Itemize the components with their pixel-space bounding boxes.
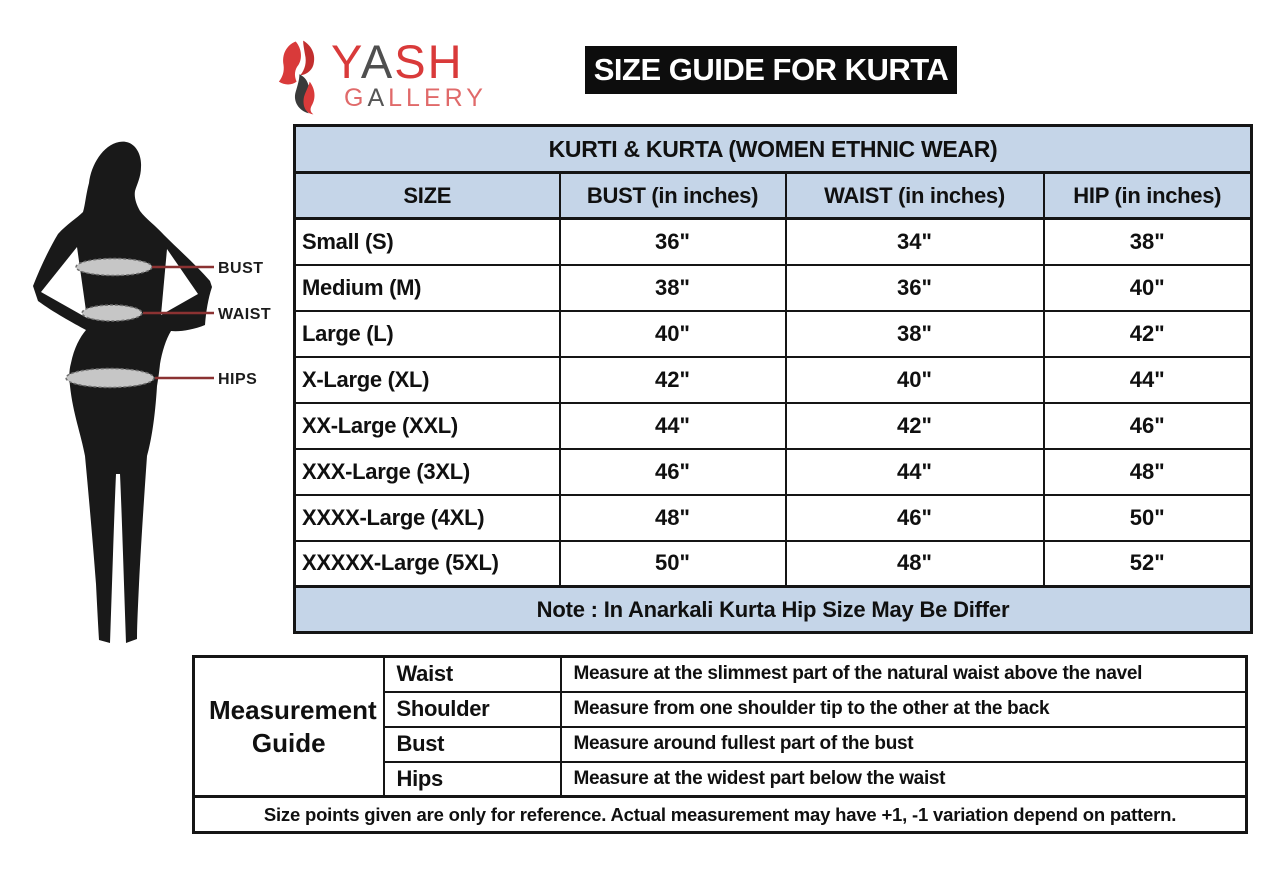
measurement-figure: BUST WAIST HIPS bbox=[33, 141, 271, 644]
bust-cell: 42" bbox=[558, 355, 787, 404]
guide-description: Measure from one shoulder tip to the oth… bbox=[559, 690, 1248, 728]
logo-text: YASH GALLERY bbox=[331, 38, 487, 111]
table-row: X-Large (XL) 42" 40" 44" bbox=[293, 355, 1253, 404]
hip-cell: 40" bbox=[1042, 263, 1253, 312]
logo-brand-subname: GALLERY bbox=[344, 86, 487, 111]
guide-title: Measurement Guide bbox=[192, 655, 385, 798]
guide-label: Shoulder bbox=[382, 690, 562, 728]
table-row: XXXXX-Large (5XL) 50" 48" 52" bbox=[293, 539, 1253, 588]
bust-cell: 38" bbox=[558, 263, 787, 312]
guide-description: Measure at the slimmest part of the natu… bbox=[559, 655, 1248, 693]
logo-red-swirl bbox=[303, 81, 315, 115]
right-arm-gap bbox=[161, 249, 198, 315]
size-guide-table: KURTI & KURTA (WOMEN ETHNIC WEAR) SIZE B… bbox=[293, 124, 1254, 634]
table-row: Large (L) 40" 38" 42" bbox=[293, 309, 1253, 358]
size-cell: X-Large (XL) bbox=[293, 355, 561, 404]
hip-cell: 48" bbox=[1042, 447, 1253, 496]
yash-gallery-logo-icon bbox=[278, 40, 315, 115]
guide-row: Bust Measure around fullest part of the … bbox=[194, 725, 1248, 763]
waist-cell: 36" bbox=[784, 263, 1045, 312]
size-cell: XX-Large (XXL) bbox=[293, 401, 561, 450]
table-note: Note : In Anarkali Kurta Hip Size May Be… bbox=[293, 585, 1253, 634]
guide-footer-row: Size points given are only for reference… bbox=[192, 795, 1248, 834]
logo-letter: SH bbox=[394, 35, 464, 88]
hips-label: HIPS bbox=[218, 371, 257, 388]
logo-letter: A bbox=[367, 84, 389, 112]
waist-cell: 38" bbox=[784, 309, 1045, 358]
hip-cell: 44" bbox=[1042, 355, 1253, 404]
hip-cell: 38" bbox=[1042, 217, 1253, 266]
bust-cell: 48" bbox=[558, 493, 787, 542]
size-cell: Small (S) bbox=[293, 217, 561, 266]
guide-row: Shoulder Measure from one shoulder tip t… bbox=[194, 690, 1248, 728]
bust-cell: 50" bbox=[558, 539, 787, 588]
logo-letter: G bbox=[344, 84, 368, 112]
logo-letter: Y bbox=[331, 35, 361, 88]
guide-label: Waist bbox=[382, 655, 562, 693]
table-row: XXX-Large (3XL) 46" 44" 48" bbox=[293, 447, 1253, 496]
table-note-row: Note : In Anarkali Kurta Hip Size May Be… bbox=[293, 585, 1253, 634]
column-header-size: SIZE bbox=[293, 171, 561, 220]
hips-tape-band bbox=[65, 367, 155, 389]
waist-cell: 40" bbox=[784, 355, 1045, 404]
left-arm-gap bbox=[41, 247, 87, 318]
guide-row: Measurement Guide Waist Measure at the s… bbox=[192, 655, 1248, 798]
waist-tape-band bbox=[81, 304, 143, 322]
hip-cell: 46" bbox=[1042, 401, 1253, 450]
brand-logo: YASH GALLERY bbox=[277, 38, 487, 116]
hip-cell: 50" bbox=[1042, 493, 1253, 542]
bust-cell: 46" bbox=[558, 447, 787, 496]
measurement-guide-table: Measurement Guide Waist Measure at the s… bbox=[192, 655, 1248, 834]
size-cell: XXXX-Large (4XL) bbox=[293, 493, 561, 542]
hip-cell: 52" bbox=[1042, 539, 1253, 588]
table-title: KURTI & KURTA (WOMEN ETHNIC WEAR) bbox=[293, 124, 1253, 174]
woman-silhouette bbox=[33, 141, 212, 644]
size-cell: XXXXX-Large (5XL) bbox=[293, 539, 561, 588]
table-row: XXXX-Large (4XL) 48" 46" 50" bbox=[293, 493, 1253, 542]
column-header-waist: WAIST (in inches) bbox=[784, 171, 1045, 220]
table-row: Small (S) 36" 34" 38" bbox=[293, 217, 1253, 266]
table-row: XX-Large (XXL) 44" 42" 46" bbox=[293, 401, 1253, 450]
size-cell: Large (L) bbox=[293, 309, 561, 358]
table-header-row: SIZE BUST (in inches) WAIST (in inches) … bbox=[293, 171, 1253, 220]
bust-cell: 36" bbox=[558, 217, 787, 266]
logo-face-shape bbox=[278, 41, 301, 85]
column-header-hip: HIP (in inches) bbox=[1042, 171, 1253, 220]
waist-cell: 44" bbox=[784, 447, 1045, 496]
size-cell: Medium (M) bbox=[293, 263, 561, 312]
guide-description: Measure at the widest part below the wai… bbox=[559, 760, 1248, 798]
waist-cell: 46" bbox=[784, 493, 1045, 542]
bust-cell: 40" bbox=[558, 309, 787, 358]
bust-cell: 44" bbox=[558, 401, 787, 450]
waist-cell: 42" bbox=[784, 401, 1045, 450]
waist-cell: 34" bbox=[784, 217, 1045, 266]
size-cell: XXX-Large (3XL) bbox=[293, 447, 561, 496]
guide-row: Hips Measure at the widest part below th… bbox=[194, 760, 1248, 798]
guide-label: Hips bbox=[382, 760, 562, 798]
logo-black-swirl bbox=[294, 74, 309, 114]
logo-letter: A bbox=[360, 35, 395, 88]
guide-label: Bust bbox=[382, 725, 562, 763]
column-header-bust: BUST (in inches) bbox=[558, 171, 787, 220]
page-title: SIZE GUIDE FOR KURTA bbox=[585, 46, 957, 94]
guide-footer: Size points given are only for reference… bbox=[192, 795, 1248, 834]
bust-tape-band bbox=[75, 257, 153, 277]
waist-label: WAIST bbox=[218, 306, 271, 323]
hip-cell: 42" bbox=[1042, 309, 1253, 358]
table-row: Medium (M) 38" 36" 40" bbox=[293, 263, 1253, 312]
logo-horn-shape bbox=[300, 40, 315, 76]
logo-letter: LLERY bbox=[388, 84, 487, 112]
table-title-row: KURTI & KURTA (WOMEN ETHNIC WEAR) bbox=[293, 124, 1253, 174]
bust-label: BUST bbox=[218, 260, 264, 277]
waist-cell: 48" bbox=[784, 539, 1045, 588]
guide-description: Measure around fullest part of the bust bbox=[559, 725, 1248, 763]
logo-brand-name: YASH bbox=[331, 38, 487, 85]
